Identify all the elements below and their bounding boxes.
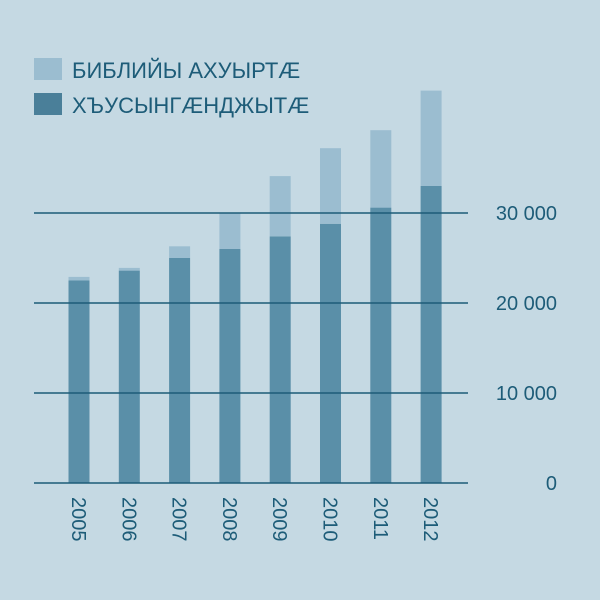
bar-listeners-2009 [269, 236, 291, 483]
bar-bible-studies-2010 [320, 148, 341, 224]
y-tick-label: 30 000 [496, 203, 557, 225]
legend-label-bible-studies: БИБЛИЙЫ АХУЫРТÆ [72, 58, 300, 83]
bar-listeners-2011 [370, 207, 392, 483]
x-tick-label: 2011 [369, 497, 391, 540]
x-tick-label: 2012 [419, 497, 441, 542]
bar-bible-studies-2006 [118, 267, 140, 271]
bar-bible-studies-2008 [219, 213, 241, 249]
bar-listeners-2012 [420, 186, 442, 483]
y-tick-label: 10 000 [496, 383, 557, 405]
x-tick-label: 2010 [319, 497, 341, 542]
x-tick-label: 2007 [168, 497, 190, 542]
legend-swatch-bible-studies [34, 58, 62, 80]
bars [68, 90, 442, 484]
legend-swatch-listeners [34, 93, 62, 115]
y-axis-tick-labels: 0 10 000 20 000 30 000 [496, 203, 557, 495]
y-tick-label: 0 [546, 473, 557, 495]
gridlines [34, 212, 468, 484]
bar-listeners-2010 [320, 223, 341, 484]
bar-listeners-2008 [219, 249, 241, 483]
bar-listeners-2007 [169, 258, 191, 483]
bar-bible-studies-2011 [370, 130, 392, 208]
x-tick-label: 2009 [268, 497, 290, 542]
bar-listeners-2006 [118, 270, 140, 483]
x-tick-label: 2006 [117, 497, 139, 542]
bar-listeners-2005 [68, 280, 90, 483]
legend: БИБЛИЙЫ АХУЫРТÆ ХЪУСЫНГÆНДЖЫТÆ [34, 58, 309, 118]
bar-bible-studies-2009 [269, 176, 291, 237]
x-tick-label: 2005 [67, 497, 89, 542]
x-axis-category-labels: 2005 2006 2007 2008 2009 2010 2011 2012 [67, 497, 441, 542]
bar-bible-studies-2007 [169, 246, 191, 258]
x-tick-label: 2008 [218, 497, 240, 542]
bar-bible-studies-2005 [68, 276, 90, 281]
legend-label-listeners: ХЪУСЫНГÆНДЖЫТÆ [72, 93, 309, 118]
y-tick-label: 20 000 [496, 293, 557, 315]
bar-bible-studies-2012 [420, 90, 442, 186]
